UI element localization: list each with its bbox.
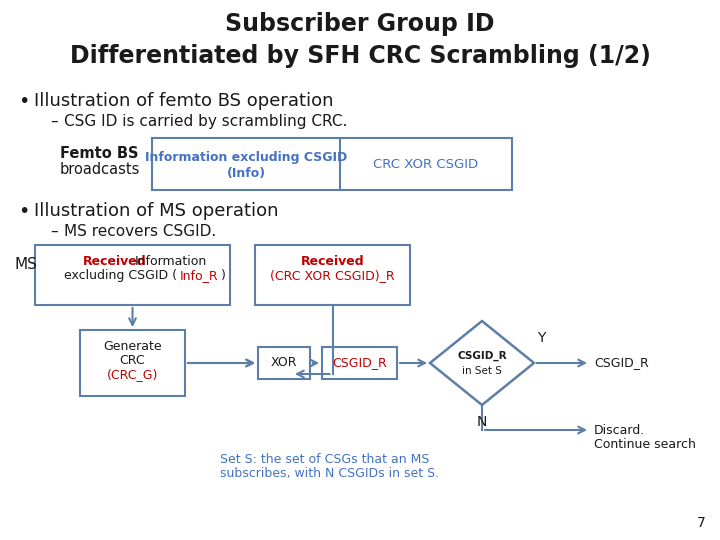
Text: 7: 7 (697, 516, 706, 530)
Text: Info_R: Info_R (180, 269, 219, 282)
Text: (CRC_G): (CRC_G) (107, 368, 158, 381)
Text: CSG ID is carried by scrambling CRC.: CSG ID is carried by scrambling CRC. (64, 114, 347, 129)
Bar (35, 245, 230, 305)
Text: excluding CSGID (: excluding CSGID ( (64, 269, 177, 282)
Text: Generate: Generate (103, 340, 162, 353)
Text: CSGID_R: CSGID_R (332, 356, 387, 369)
Text: Y: Y (537, 331, 545, 345)
Text: broadcasts: broadcasts (60, 162, 140, 177)
Text: (Info): (Info) (226, 167, 266, 180)
Text: –: – (50, 114, 58, 129)
Text: –: – (50, 224, 58, 239)
Text: Subscriber Group ID: Subscriber Group ID (225, 12, 495, 36)
Bar (152, 138, 512, 190)
Text: in Set S: in Set S (462, 366, 502, 376)
Text: Discard.: Discard. (594, 424, 645, 437)
Text: XOR: XOR (271, 356, 297, 369)
Text: •: • (18, 202, 30, 221)
Text: Information: Information (135, 255, 207, 268)
Text: subscribes, with N CSGIDs in set S.: subscribes, with N CSGIDs in set S. (220, 467, 439, 480)
Text: Femto BS: Femto BS (60, 146, 138, 161)
Text: •: • (18, 92, 30, 111)
Bar (258, 347, 310, 379)
Text: CRC: CRC (120, 354, 145, 367)
Text: CSGID_R: CSGID_R (594, 356, 649, 369)
Text: Received: Received (301, 255, 364, 268)
Text: Received: Received (83, 255, 146, 268)
Bar (255, 245, 410, 305)
Text: Illustration of MS operation: Illustration of MS operation (34, 202, 279, 220)
Text: Differentiated by SFH CRC Scrambling (1/2): Differentiated by SFH CRC Scrambling (1/… (70, 44, 650, 68)
Text: N: N (477, 415, 487, 429)
Text: Information excluding CSGID: Information excluding CSGID (145, 151, 347, 164)
Text: ): ) (221, 269, 226, 282)
Text: Continue search: Continue search (594, 438, 696, 451)
Text: MS: MS (14, 257, 37, 272)
Text: CSGID_R: CSGID_R (457, 351, 507, 361)
Bar (80, 330, 185, 396)
Polygon shape (430, 321, 534, 405)
Text: Illustration of femto BS operation: Illustration of femto BS operation (34, 92, 333, 110)
Bar (322, 347, 397, 379)
Text: CRC XOR CSGID: CRC XOR CSGID (374, 158, 479, 171)
Text: (CRC XOR CSGID)_R: (CRC XOR CSGID)_R (270, 269, 395, 282)
Text: MS recovers CSGID.: MS recovers CSGID. (64, 224, 216, 239)
Text: Set S: the set of CSGs that an MS: Set S: the set of CSGs that an MS (220, 453, 429, 466)
